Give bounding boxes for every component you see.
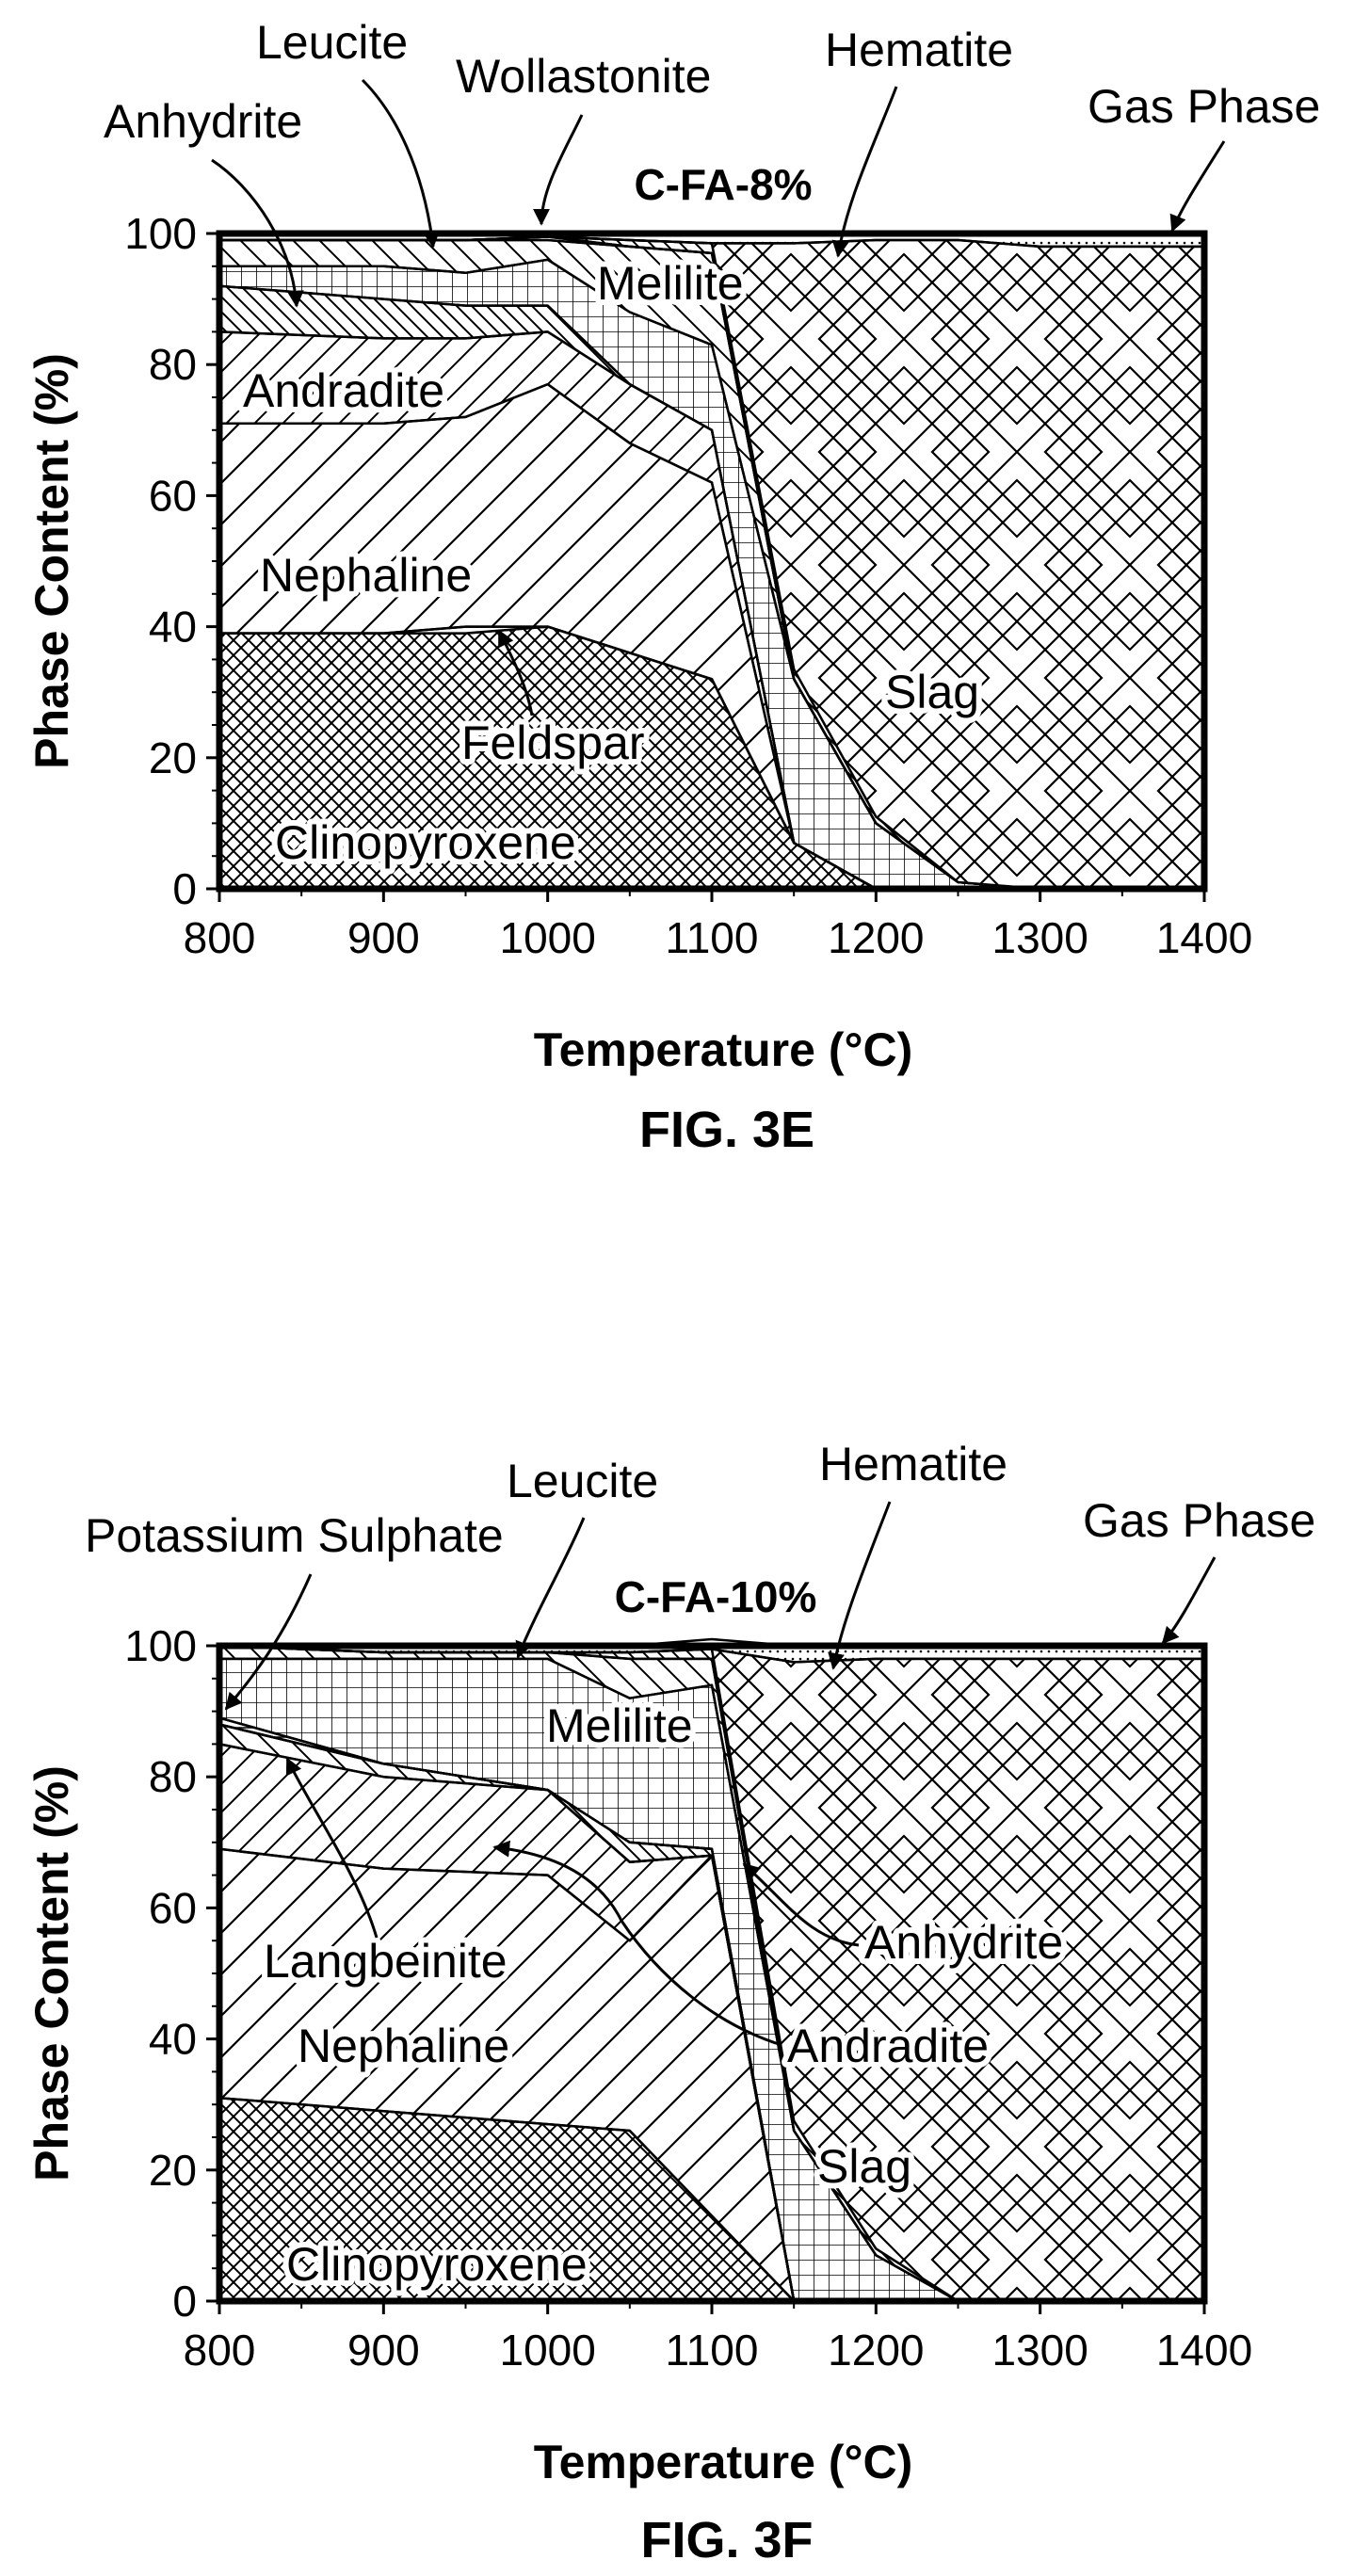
x-tick-label-3f: 900 — [347, 2326, 420, 2375]
annotation-potassium-sulphate-3f: Potassium Sulphate — [85, 1509, 504, 1562]
x-tick-label-3e: 1400 — [1156, 913, 1252, 962]
x-tick-label-3e: 1000 — [499, 913, 595, 962]
leader-wollastonite-3e — [533, 114, 584, 226]
y-tick-label-3f: 0 — [172, 2277, 197, 2326]
leader-feldspar-3e — [497, 629, 534, 716]
annotation-leucite-3f: Leucite — [507, 1455, 658, 1507]
annotation-hematite-3e: Hematite — [825, 24, 1013, 76]
annotation-nephaline-3e: Nephaline — [260, 549, 472, 602]
leader-gas-phase-3e — [1169, 140, 1226, 233]
x-tick-label-3f: 1400 — [1156, 2326, 1252, 2375]
y-tick-label-3e: 20 — [149, 733, 197, 782]
annotation-leucite-3e: Leucite — [256, 16, 408, 69]
x-tick-label-3e: 800 — [184, 913, 256, 962]
y-tick-label-3f: 60 — [149, 1883, 197, 1932]
x-tick-label-3f: 1300 — [991, 2326, 1088, 2375]
y-ticks-3e: 0 20 40 60 80 100 — [124, 209, 219, 913]
y-tick-label-3f: 80 — [149, 1752, 197, 1801]
annotation-slag-3e: Slag — [885, 666, 979, 718]
leader-gas-phase-3f — [1161, 1556, 1217, 1645]
annotation-gas-phase-3e: Gas Phase — [1088, 80, 1320, 133]
annotation-clinopyroxene-3e: Clinopyroxene — [275, 816, 576, 869]
y-tick-label-3f: 40 — [149, 2015, 197, 2064]
y-tick-label-3f: 20 — [149, 2146, 197, 2195]
y-axis-label-3f: Phase Content (%) — [25, 1765, 78, 2182]
phase-areas-3f — [218, 1637, 1206, 2303]
x-axis-label-3e: Temperature (°C) — [534, 1023, 912, 1076]
leader-leucite-3e — [361, 78, 440, 249]
x-ticks-3f: 800 900 1000 1100 1200 1300 1400 — [184, 2301, 1252, 2375]
annotation-clinopyroxene-3f: Clinopyroxene — [286, 2238, 588, 2291]
leader-leucite-3f — [515, 1517, 586, 1659]
x-ticks-3e: 800 900 1000 1100 1200 1300 1400 — [184, 889, 1252, 962]
annotation-wollastonite-3e: Wollastonite — [456, 50, 711, 103]
y-tick-label-3e: 80 — [149, 340, 197, 389]
y-tick-label-3e: 60 — [149, 471, 197, 520]
x-axis-label-3f: Temperature (°C) — [534, 2436, 912, 2488]
annotation-gas-phase-3f: Gas Phase — [1083, 1494, 1315, 1547]
y-tick-label-3f: 100 — [124, 1621, 197, 1670]
annotation-andradite-3e: Andradite — [243, 364, 444, 417]
leader-anhydrite-3e — [211, 158, 304, 308]
annotation-slag-3f: Slag — [817, 2140, 911, 2193]
annotation-melilite-3f: Melilite — [546, 1699, 693, 1752]
leader-potassium-sulphate-3f — [224, 1573, 313, 1711]
figure-caption-3f: FIG. 3F — [640, 2512, 813, 2568]
x-tick-label-3f: 1100 — [666, 2326, 759, 2375]
y-ticks-3f: 0 20 40 60 80 100 — [124, 1621, 219, 2326]
figure-caption-3e: FIG. 3E — [639, 1102, 814, 1158]
x-tick-label-3e: 1100 — [666, 913, 759, 962]
x-tick-label-3f: 1200 — [828, 2326, 924, 2375]
leader-hematite-3e — [831, 86, 898, 258]
annotation-feldspar-3e: Feldspar — [461, 716, 645, 769]
x-tick-label-3e: 1300 — [991, 913, 1088, 962]
chart-title-3f: C-FA-10% — [615, 1572, 817, 1621]
annotation-andradite-3f: Andradite — [787, 2020, 989, 2072]
y-axis-label-3e: Phase Content (%) — [25, 353, 78, 769]
y-tick-label-3e: 100 — [124, 209, 197, 258]
y-tick-label-3e: 40 — [149, 603, 197, 652]
annotation-nephaline-3f: Nephaline — [298, 2020, 509, 2072]
chart-title-3e: C-FA-8% — [634, 160, 812, 209]
x-tick-label-3f: 800 — [184, 2326, 256, 2375]
annotation-hematite-3f: Hematite — [819, 1438, 1007, 1490]
leader-langbeinite-3f — [285, 1757, 379, 1939]
leader-andradite-3f — [492, 1840, 782, 2047]
annotation-anhydrite-3e: Anhydrite — [104, 95, 302, 148]
annotation-langbeinite-3f: Langbeinite — [264, 1935, 508, 1988]
x-tick-label-3e: 900 — [347, 913, 420, 962]
annotation-melilite-3e: Melilite — [597, 257, 744, 310]
y-tick-label-3e: 0 — [172, 864, 197, 913]
leader-hematite-3f — [828, 1501, 892, 1670]
annotation-anhydrite-3f: Anhydrite — [864, 1916, 1063, 1969]
leader-anhydrite-3f — [742, 1862, 860, 1947]
x-tick-label-3e: 1200 — [828, 913, 924, 962]
x-tick-label-3f: 1000 — [499, 2326, 595, 2375]
